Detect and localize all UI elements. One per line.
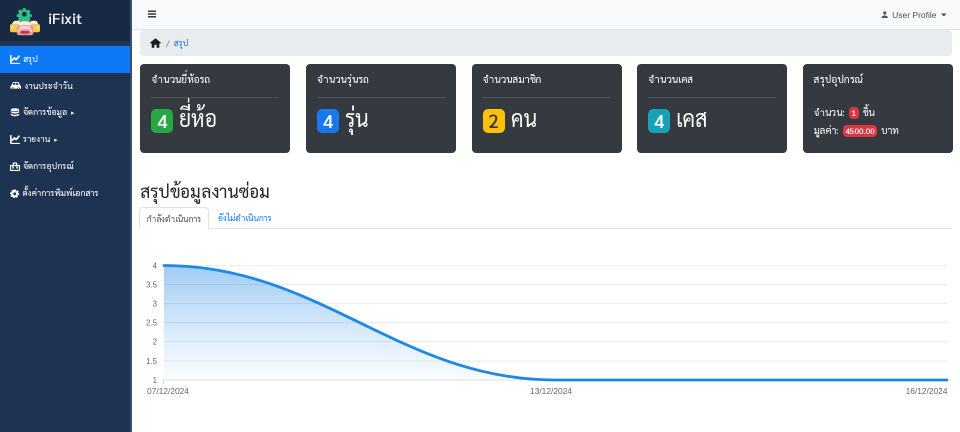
svg-text:1: 1: [153, 376, 157, 385]
svg-text:2: 2: [153, 337, 157, 346]
svg-text:3.5: 3.5: [146, 280, 158, 289]
svg-text:13/12/2024: 13/12/2024: [530, 386, 572, 396]
svg-text:4: 4: [153, 261, 158, 270]
svg-text:1.5: 1.5: [146, 357, 158, 366]
svg-text:07/12/2024: 07/12/2024: [147, 386, 189, 396]
svg-text:16/12/2024: 16/12/2024: [906, 386, 948, 396]
svg-text:3: 3: [153, 299, 157, 308]
svg-text:2.5: 2.5: [146, 318, 158, 327]
